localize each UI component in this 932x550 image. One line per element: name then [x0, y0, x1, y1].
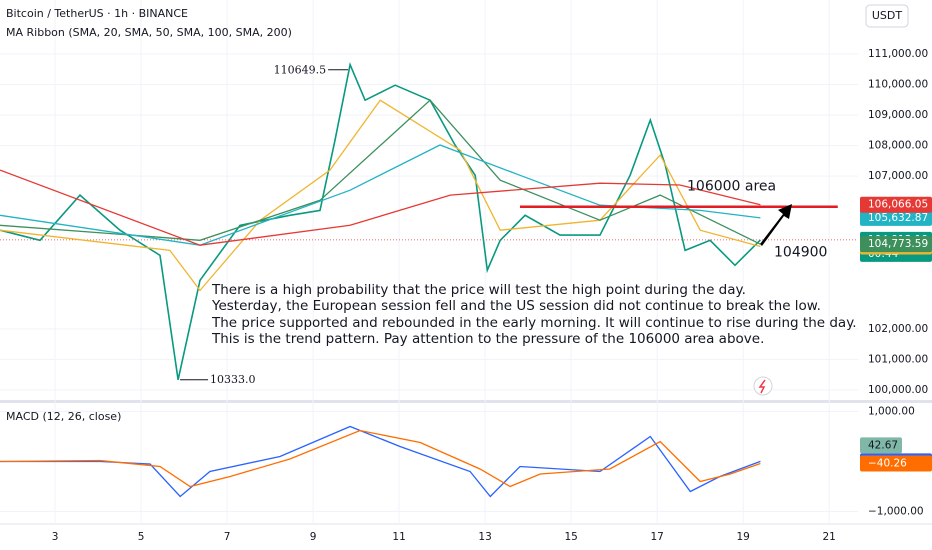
price-badge-label: 106,066.05	[868, 199, 928, 211]
replay-icon[interactable]	[753, 376, 773, 396]
replay-bolt	[758, 379, 766, 394]
arrow	[760, 204, 792, 246]
price-badge-label: 105,632.87	[868, 212, 928, 224]
price-badge	[860, 236, 932, 253]
x-tick-label: 15	[564, 531, 577, 543]
price-badge-label: −40.26	[868, 458, 907, 470]
note-text: There is a high probability that the pri…	[211, 282, 857, 347]
series-line	[0, 144, 761, 246]
y-tick-label: 1,000.00	[868, 406, 915, 418]
grid	[0, 0, 858, 524]
x-tick-label: 17	[650, 531, 663, 543]
macd-title: MACD (12, 26, close)	[6, 410, 121, 423]
price-badge	[860, 196, 932, 213]
histogram-badge-label: 42.67	[868, 439, 898, 451]
price-badge	[860, 455, 932, 472]
note-line: There is a high probability that the pri…	[211, 282, 746, 298]
annotation: 106000 area	[687, 179, 776, 195]
x-tick-label: 5	[138, 531, 145, 543]
x-tick-label: 3	[52, 531, 59, 543]
series-line	[0, 169, 761, 246]
x-tick-label: 21	[822, 531, 835, 543]
y-tick-label: 108,000.00	[868, 140, 928, 152]
price-badge-label: 104,773.59	[868, 238, 928, 250]
x-tick-label: 7	[224, 531, 231, 543]
indicator-title: MA Ribbon (SMA, 20, SMA, 50, SMA, 100, S…	[6, 26, 292, 39]
marks	[0, 61, 858, 498]
chart-title: Bitcoin / TetherUS · 1h · BINANCE	[6, 7, 188, 20]
labels: Bitcoin / TetherUS · 1h · BINANCE MA Rib…	[6, 4, 932, 543]
x-tick-label: 9	[310, 531, 317, 543]
annotation: 104900	[774, 244, 827, 260]
x-tick-label: 13	[478, 531, 491, 543]
y-tick-label: 101,000.00	[868, 353, 928, 365]
series-line	[0, 99, 761, 292]
price-badge	[860, 209, 932, 226]
y-tick-label: 109,000.00	[868, 109, 928, 121]
histogram-badge	[860, 437, 902, 454]
currency-button[interactable]	[865, 4, 909, 28]
x-tick-label: 19	[736, 531, 749, 543]
currency-label[interactable]: USDT	[872, 9, 903, 22]
pane-separator	[0, 400, 932, 403]
y-tick-label: 111,000.00	[868, 48, 928, 60]
note-line: Yesterday, the European session fell and…	[211, 298, 821, 314]
y-tick-label: 107,000.00	[868, 170, 928, 182]
note-line: The price supported and rebounded in the…	[211, 315, 857, 331]
annotation: 110649.5	[274, 64, 327, 77]
x-tick-label: 11	[392, 531, 405, 543]
series-line	[0, 429, 761, 488]
y-tick-label: 110,000.00	[868, 79, 928, 91]
y-tick-label: 100,000.00	[868, 384, 928, 396]
annotation: 10333.0	[210, 373, 256, 386]
series-line	[0, 99, 761, 245]
y-tick-label: 102,000.00	[868, 323, 928, 335]
note-line: This is the trend pattern. Pay attention…	[211, 331, 764, 347]
y-tick-label: −1,000.00	[868, 506, 924, 518]
series-line	[0, 425, 761, 498]
